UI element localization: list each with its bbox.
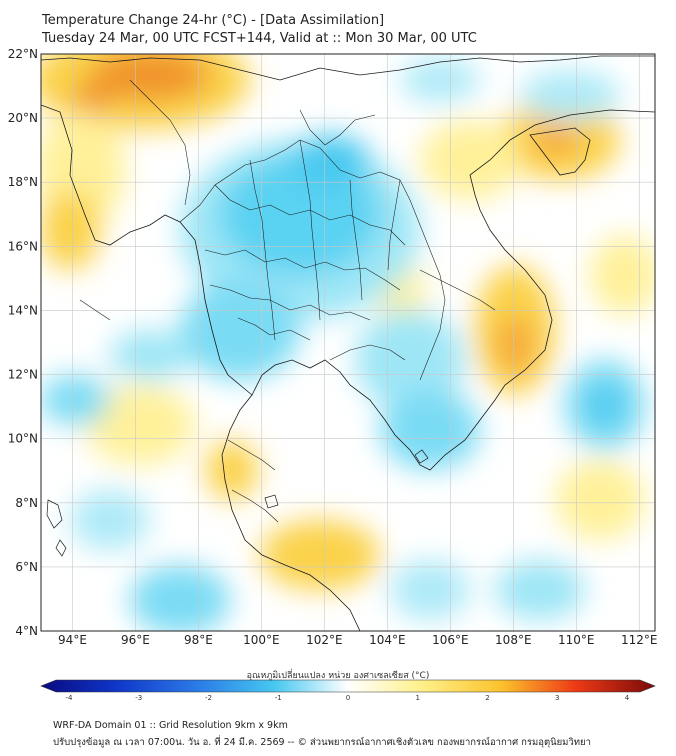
lat-label: 20°N xyxy=(8,111,38,125)
colorbar-tick-label: -3 xyxy=(135,694,142,700)
temperature-change-map: 22°N 20°N 18°N 16°N 14°N 12°N 10°N 8°N 6°N 4°N 94… xyxy=(8,47,658,700)
plot-frame xyxy=(40,53,656,632)
colorbar-tick-label: -1 xyxy=(275,694,282,700)
temperature-field xyxy=(41,54,655,631)
lon-label: 112°E xyxy=(621,633,658,647)
lat-label: 12°N xyxy=(8,368,38,382)
lon-label: 100°E xyxy=(243,633,280,647)
province-borders xyxy=(79,79,496,523)
lat-label: 8°N xyxy=(15,496,38,510)
latitude-labels: 22°N 20°N 18°N 16°N 14°N 12°N 10°N 8°N 6°N 4°N xyxy=(8,47,38,638)
colorbar-tick-label: -4 xyxy=(66,694,74,700)
lat-label: 14°N xyxy=(8,303,38,317)
colorbar-title: อุณหภูมิเปลี่ยนแปลง หน่วย องศาเซลเซียส (… xyxy=(246,671,430,681)
colorbar-tick-label: -2 xyxy=(205,694,212,700)
colorbar: -4 -3 -2 -1 0 1 2 3 4 xyxy=(40,679,656,700)
colorbar-tick-label: 4 xyxy=(625,694,630,700)
lat-label: 10°N xyxy=(8,432,38,446)
map-subtitle: Tuesday 24 Mar, 00 UTC FCST+144, Valid a… xyxy=(42,31,477,46)
map-title: Temperature Change 24-hr (°C) - [Data As… xyxy=(42,13,385,28)
lon-label: 108°E xyxy=(495,633,532,647)
lon-label: 106°E xyxy=(432,633,469,647)
colorbar-tick-label: 1 xyxy=(416,694,420,700)
colorbar-tick-label: 2 xyxy=(485,694,489,700)
lon-label: 102°E xyxy=(306,633,343,647)
lon-label: 104°E xyxy=(369,633,406,647)
lat-label: 22°N xyxy=(8,47,38,61)
lat-label: 16°N xyxy=(8,239,38,253)
colorbar-ticks: -4 -3 -2 -1 0 1 2 3 4 xyxy=(66,694,630,700)
lon-label: 98°E xyxy=(184,633,213,647)
lon-label: 96°E xyxy=(121,633,150,647)
lat-label: 6°N xyxy=(15,560,38,574)
gridlines xyxy=(41,54,655,631)
lon-label: 110°E xyxy=(558,633,595,647)
footer-model-info: WRF-DA Domain 01 :: Grid Resolution 9km … xyxy=(53,720,288,731)
colorbar-tick-label: 0 xyxy=(346,694,350,700)
colorbar-tick-label: 3 xyxy=(555,694,559,700)
longitude-labels: 94°E 96°E 98°E 100°E 102°E 104°E 106°E 108°E 110… xyxy=(58,633,657,647)
lat-label: 18°N xyxy=(8,175,38,189)
footer-update-info: ปรับปรุงข้อมูล ณ เวลา 07:00น. วัน อ. ที่… xyxy=(53,737,591,748)
coastlines xyxy=(41,55,655,631)
lat-label: 4°N xyxy=(15,624,38,638)
islands xyxy=(46,449,429,557)
lon-label: 94°E xyxy=(58,633,87,647)
